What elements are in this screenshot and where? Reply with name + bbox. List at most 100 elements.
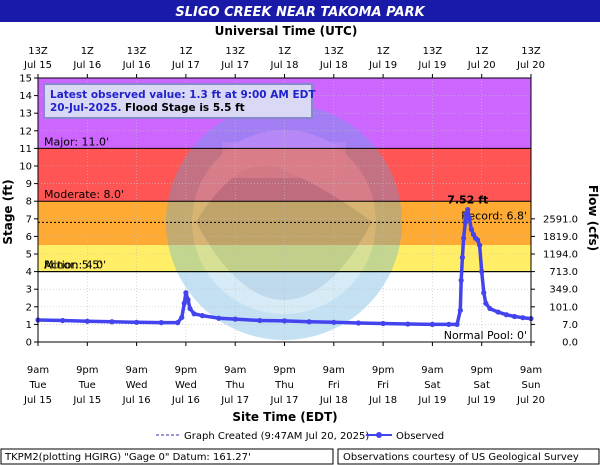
observed-point [520,315,526,321]
flow-tick-label: 1194.0 [543,250,578,261]
utc-tick-date: Jul 16 [72,60,101,71]
edt-tick-time: 9am [27,365,49,376]
utc-tick-time: 1Z [179,46,192,57]
observed-point [468,226,475,232]
edt-tick-weekday: Sat [473,380,489,391]
flow-axis-title: Flow (cfs) [586,185,600,251]
level-label-action: Action: 4.0' [44,259,106,272]
observed-point [461,235,467,241]
utc-tick-time: 1Z [81,46,94,57]
edt-tick-time: 9pm [470,365,492,376]
utc-tick-date: Jul 15 [23,60,52,71]
edt-tick-weekday: Thu [225,380,245,391]
level-label-moderate: Moderate: 8.0' [44,188,124,201]
edt-tick-time: 9am [224,365,246,376]
edt-tick-weekday: Tue [28,380,46,391]
observed-point [179,314,185,320]
title-bar [0,0,600,22]
utc-tick-time: 1Z [475,46,488,57]
observed-point [84,318,90,324]
edt-tick-time: 9am [125,365,147,376]
stage-tick-label: 15 [19,74,32,85]
flow-axis: 0.0 7.0 101.0 349.0 713.0 1194.0 1819.0 2591.0 [531,214,578,349]
flood-stage-text: Flood Stage is 5.5 ft [125,102,245,114]
observed-point [462,219,468,225]
observed-point [483,300,489,306]
observed-point [479,269,485,275]
utc-tick-date: Jul 17 [171,60,200,71]
utc-tick-date: Jul 20 [467,60,496,71]
observed-point [495,309,501,315]
latest-date-text: 20-Jul-2025. [50,102,122,114]
observed-point [454,321,460,327]
normal-pool-label: Normal Pool: 0' [444,329,527,342]
stage-tick-label: 0 [26,338,32,349]
edt-tick-weekday: Fri [377,380,389,391]
stage-tick-label: 14 [19,91,32,102]
edt-tick-time: 9am [323,365,345,376]
flow-tick-label: 101.0 [549,302,578,313]
observed-series: 7.52 ft [35,194,534,327]
edt-tick-weekday: Wed [126,380,148,391]
utc-tick-date: Jul 19 [417,60,446,71]
flow-tick-label: 7.0 [562,320,578,331]
level-label-major: Major: 11.0' [44,135,109,148]
utc-tick-time: 13Z [423,46,443,57]
flow-tick-label: 0.0 [562,338,578,349]
observed-point [216,315,222,321]
level-label-minor: Minor: 5.5' [44,259,102,272]
flood-level-labels: Major: 11.0' Moderate: 8.0' Minor: 5.5'Act… [38,135,531,342]
utc-tick-time: 13Z [127,46,147,57]
edt-tick-date: Jul 19 [467,395,496,406]
observed-point [331,319,337,325]
edt-tick-weekday: Sat [424,380,440,391]
edt-tick-date: Jul 16 [171,395,200,406]
utc-tick-time: 13Z [324,46,344,57]
utc-tick-date: Jul 17 [220,60,249,71]
utc-tick-time: 13Z [521,46,541,57]
stage-axis-title: Stage (ft) [1,179,15,244]
flow-tick-label: 1819.0 [543,232,578,243]
edt-tick-date: Jul 17 [220,395,249,406]
observed-point [459,254,465,261]
observed-point [281,318,288,324]
utc-axis: 13Z Jul 15 1Z Jul 16 13Z Jul 16 1Z Jul 17 13Z Jul… [23,46,545,78]
observed-point [257,317,263,324]
observed-point [380,320,386,327]
stage-tick-label: 1 [26,320,32,331]
edt-tick-time: 9pm [372,365,394,376]
edt-tick-date: Jul 17 [270,395,299,406]
stage-tick-label: 4 [26,267,32,278]
footer-left-box [0,448,334,465]
legend: Graph Created (9:47AM Jul 20, 2025) Obse… [156,431,444,442]
observed-point [446,321,452,327]
stage-tick-label: 2 [26,302,32,313]
edt-tick-date: Jul 18 [319,395,348,406]
site-time-axis: 9am Tue Jul 15 9pm Tue Jul 15 9am Wed Jul 16 9pm W… [23,342,545,406]
footer-courtesy: Observations courtesy of US Geological S… [343,452,579,463]
stage-tick-label: 7 [26,214,32,225]
edt-tick-weekday: Tue [78,380,96,391]
observed-point [199,313,205,319]
utc-tick-date: Jul 18 [319,60,348,71]
observed-point [503,312,509,318]
stage-tick-label: 8 [26,197,32,208]
edt-tick-date: Jul 15 [72,395,101,406]
chart-title: SLIGO CREEK NEAR TAKOMA PARK [175,5,425,20]
edt-tick-date: Jul 20 [516,395,545,406]
flow-tick-label: 2591.0 [543,214,578,225]
legend-observed: Observed [396,431,444,442]
observed-point [477,242,483,248]
edt-tick-time: 9pm [76,365,98,376]
record-label: Record: 6.8' [461,209,527,222]
utc-tick-time: 1Z [376,46,389,57]
utc-tick-date: Jul 20 [516,60,545,71]
observed-point [405,321,411,327]
utc-tick-time: 1Z [278,46,291,57]
observed-point [181,300,187,306]
footer-datum: TKPM2(plotting HGIRG) "Gage 0" Datum: 16… [4,452,251,463]
utc-tick-date: Jul 18 [270,60,299,71]
observed-point [457,307,463,313]
observed-point [306,319,312,325]
stage-tick-label: 6 [26,232,32,243]
